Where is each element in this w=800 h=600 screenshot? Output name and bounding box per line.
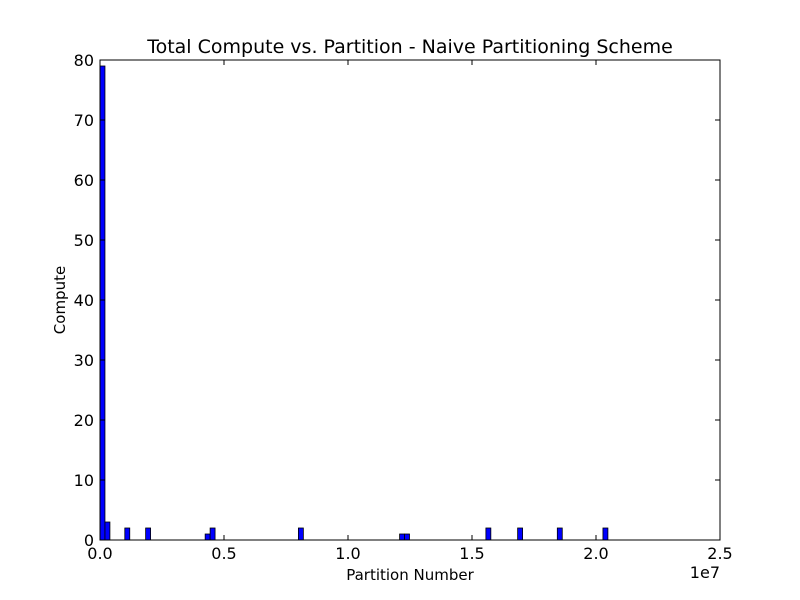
x-tick-label-4: 2.0 (583, 544, 608, 563)
y-tick-label-1: 10 (74, 471, 94, 490)
x-tick-label-0: 0.0 (87, 544, 112, 563)
bar-4 (204, 533, 211, 541)
bar-11 (556, 527, 563, 541)
bar-10 (517, 527, 523, 541)
x-offset-label: 1e7 (690, 563, 720, 582)
bar-8 (404, 533, 410, 541)
y-tick-label-7: 70 (74, 111, 94, 130)
bar-12 (602, 527, 609, 541)
y-tick-label-5: 50 (74, 231, 94, 250)
bar-0 (99, 65, 106, 541)
x-tick-label-2: 1.0 (335, 544, 360, 563)
y-tick-label-3: 30 (74, 351, 94, 370)
bar-9 (485, 527, 492, 541)
chart-title: Total Compute vs. Partition - Naive Part… (146, 36, 673, 58)
bar-5 (209, 527, 216, 541)
bar-1 (104, 521, 111, 541)
x-axis-title: Partition Number (346, 566, 474, 584)
y-tick-label-4: 40 (74, 291, 94, 310)
bar-6 (297, 527, 304, 541)
y-tick-label-6: 60 (74, 171, 94, 190)
bar-7 (399, 533, 405, 541)
plot-frame (99, 59, 721, 541)
x-tick-label-3: 1.5 (459, 544, 484, 563)
bars-group (99, 65, 609, 541)
bar-3 (145, 527, 151, 541)
y-axis-title: Compute (51, 266, 69, 334)
y-tick-label-8: 80 (74, 51, 94, 70)
ticks-group: 0.0 0.5 1.0 1.5 2.0 2.5 0 10 20 30 40 50 60 70 80 (74, 51, 733, 563)
y-tick-label-0: 0 (84, 531, 94, 550)
x-tick-label-5: 2.5 (707, 544, 732, 563)
y-tick-label-2: 20 (74, 411, 94, 430)
bar-2 (124, 527, 131, 541)
x-tick-label-1: 0.5 (211, 544, 236, 563)
